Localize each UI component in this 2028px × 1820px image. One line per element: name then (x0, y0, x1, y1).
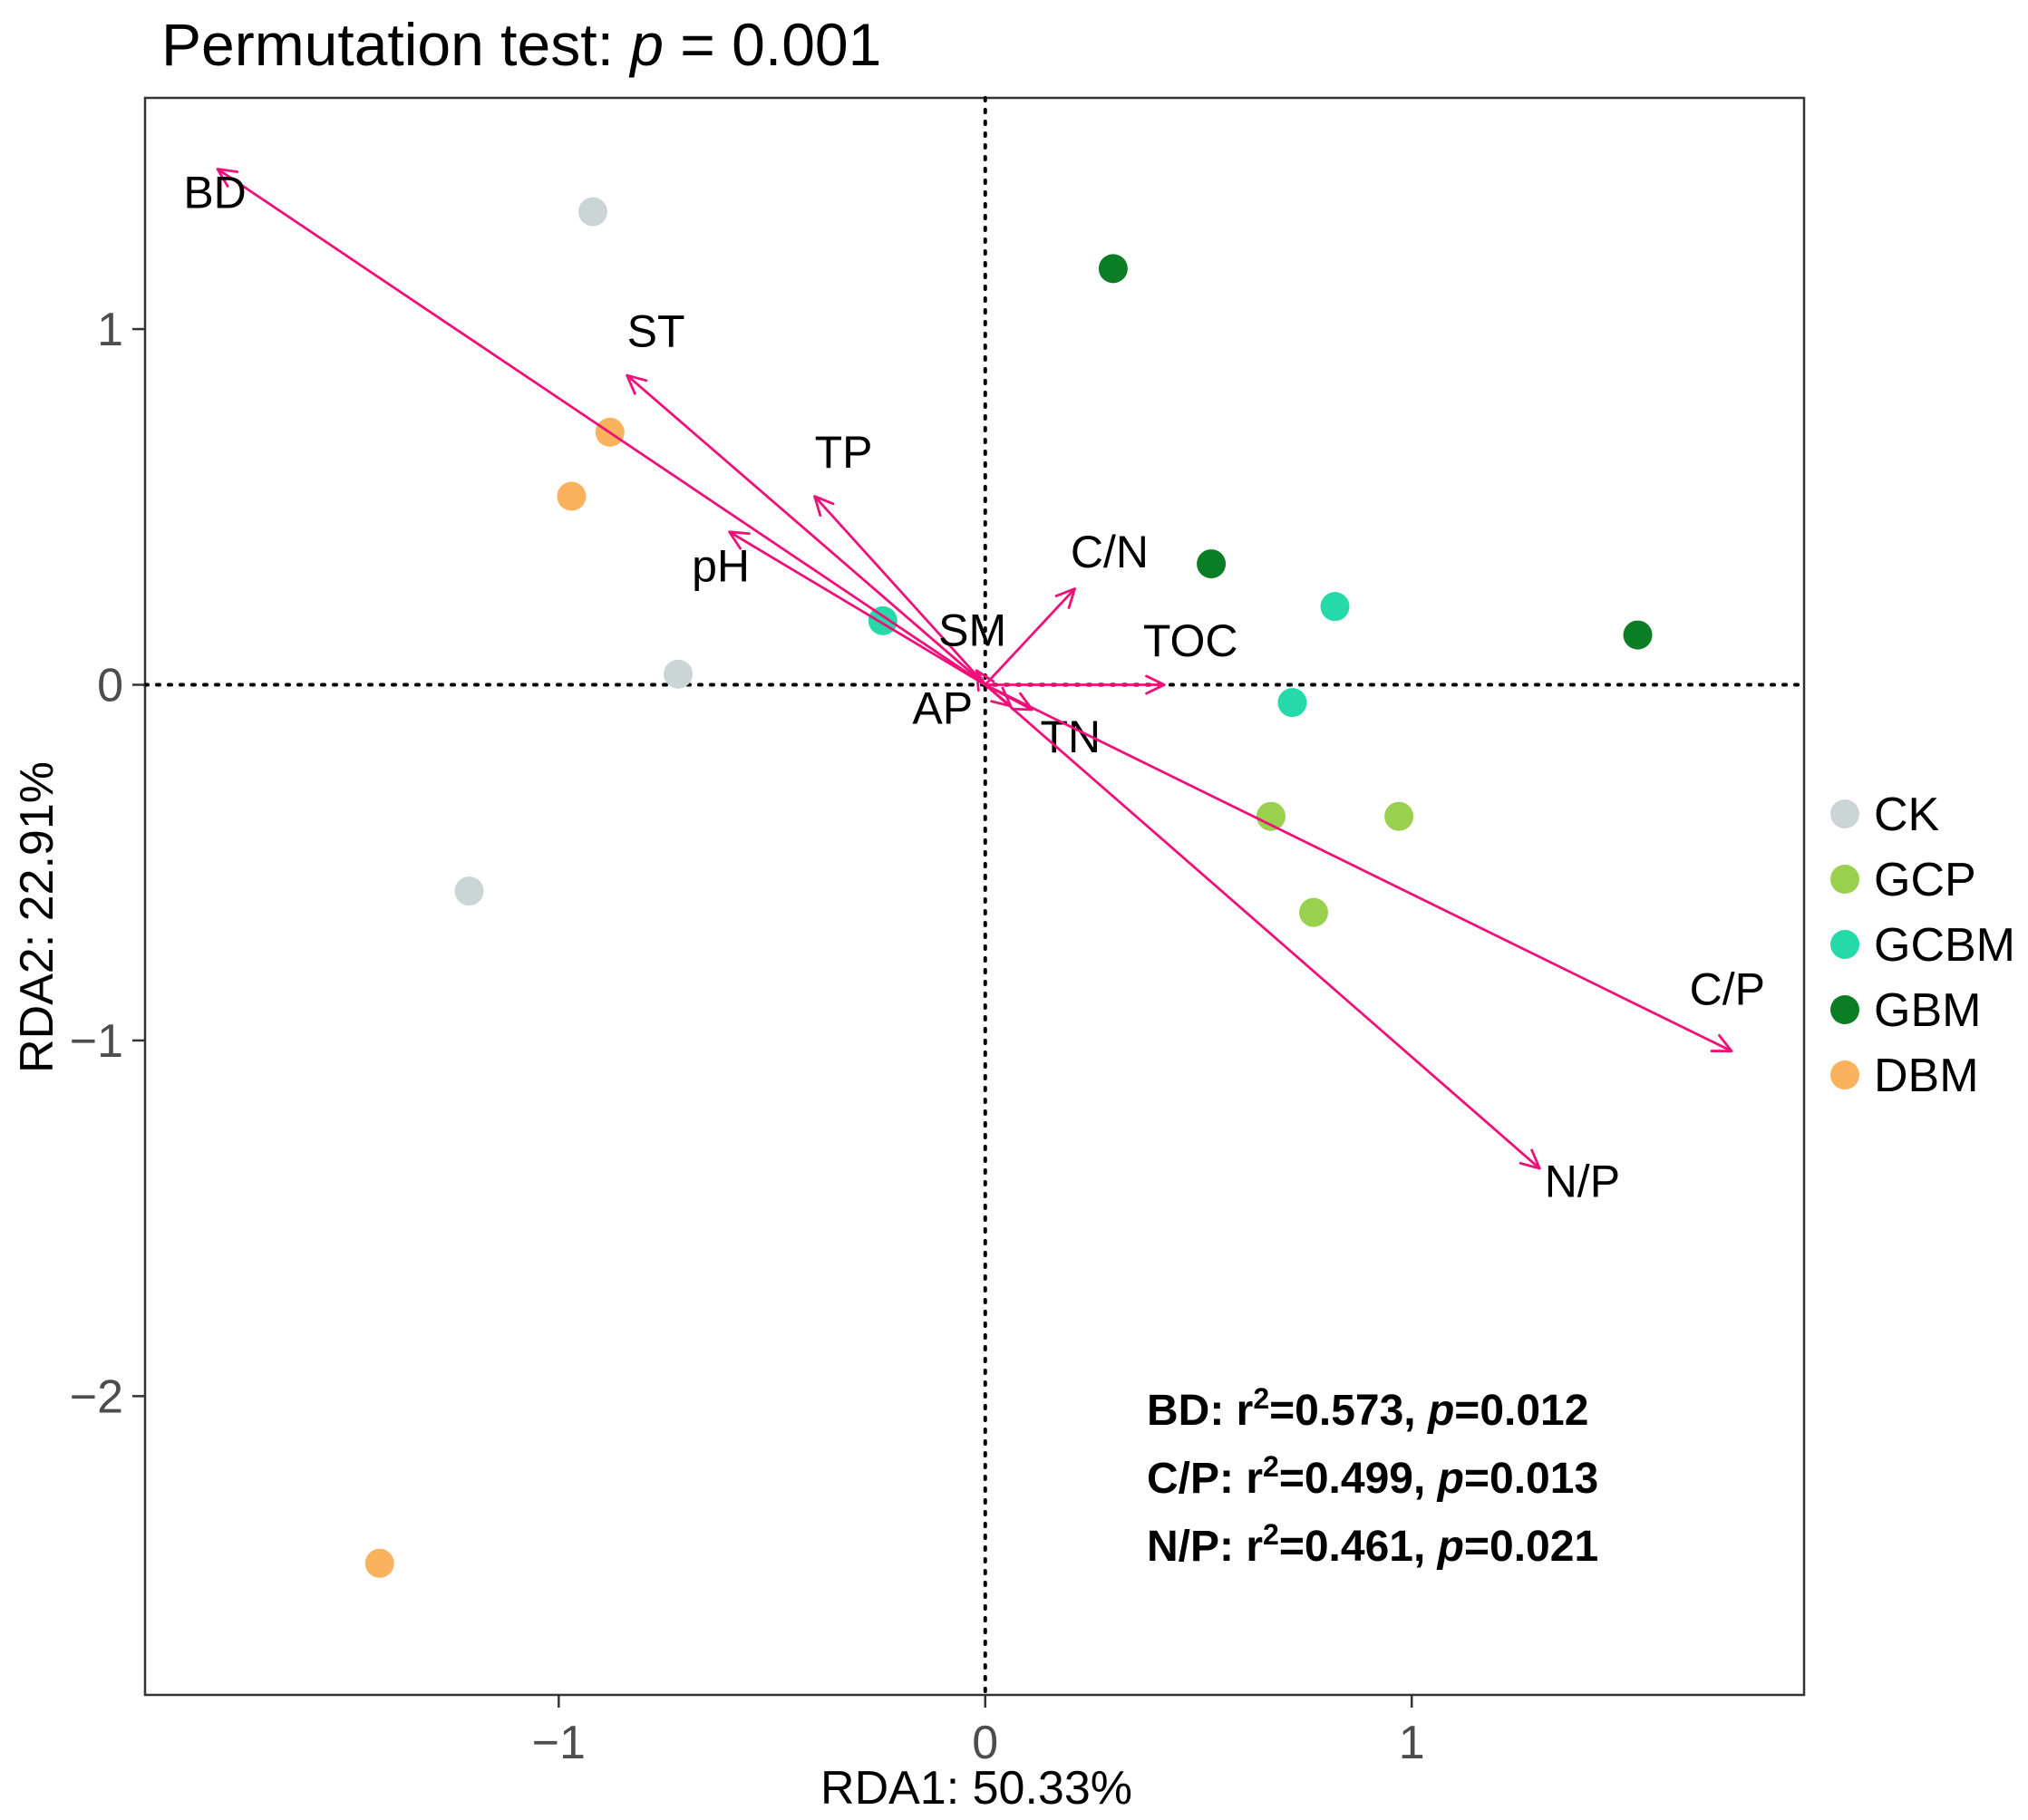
chart-title-prefix: Permutation test: (161, 11, 630, 78)
arrowhead-ph (728, 530, 751, 550)
arrow-st (626, 374, 986, 686)
x-tick-label: 1 (1399, 1717, 1425, 1769)
stat-part: =0.499, (1279, 1455, 1438, 1503)
point-gcp (1384, 801, 1414, 831)
point-gbm (1098, 254, 1128, 284)
chart-title: Permutation test: p = 0.001 (161, 11, 881, 78)
stat-part: BD (1147, 1387, 1209, 1435)
arrowhead-tn (1011, 692, 1033, 712)
stat-line: N/P: r2=0.461, p=0.021 (1147, 1518, 1598, 1571)
arrow-ph (728, 530, 986, 686)
arrow-c-p (985, 683, 1732, 1052)
point-gbm (1197, 549, 1227, 579)
point-gcbm (1277, 688, 1307, 718)
x-axis-title: RDA1: 50.33% (820, 1762, 1132, 1815)
arrow-label-sm: SM (938, 605, 1006, 655)
arrowhead-c-n (1054, 587, 1076, 609)
arrowhead-sm (975, 669, 995, 692)
stat-part: 2 (1253, 1382, 1269, 1415)
arrow-tp (813, 495, 986, 686)
point-ck (577, 197, 607, 227)
x-tick-label: −1 (532, 1717, 586, 1769)
arrow-label-bd: BD (183, 168, 246, 218)
chart-title-p: p (628, 11, 664, 78)
arrowhead-toc (1145, 674, 1166, 695)
stat-part: C/P (1147, 1455, 1219, 1503)
stat-line: BD: r2=0.573, p=0.012 (1147, 1382, 1588, 1435)
chart-title-suffix: = 0.001 (664, 11, 881, 78)
stat-part: : (1219, 1523, 1246, 1571)
arrow-label-st: ST (627, 306, 685, 357)
arrowhead-st (626, 373, 648, 395)
y-tick-label: −2 (70, 1370, 123, 1423)
legend-label-gcbm: GCBM (1874, 919, 2015, 972)
stat-part: 2 (1263, 1450, 1279, 1483)
legend: CK GCP GCBM GBM DBM (1830, 789, 2015, 1102)
y-axis-title: RDA2: 22.91% (11, 761, 63, 1073)
point-dbm (364, 1548, 394, 1578)
stat-part: N/P (1147, 1523, 1219, 1571)
point-gcp (1298, 897, 1328, 927)
point-gbm (1623, 620, 1653, 650)
stat-part: r (1237, 1387, 1254, 1435)
legend-swatch-gcbm (1830, 930, 1859, 959)
arrow-label-tp: TP (815, 427, 873, 478)
arrow-n-p (984, 683, 1541, 1170)
legend-swatch-gbm (1830, 995, 1859, 1024)
arrow-label-n-p: N/P (1545, 1157, 1620, 1207)
plot-border (143, 96, 1806, 1697)
legend-swatch-dbm (1830, 1060, 1859, 1089)
arrow-label-c-n: C/N (1071, 527, 1149, 577)
arrow-label-c-p: C/P (1690, 964, 1765, 1015)
arrow-label-ph: pH (692, 541, 750, 592)
y-tick-label: −1 (70, 1015, 123, 1068)
stat-part: : (1209, 1387, 1236, 1435)
stat-part: =0.461, (1279, 1523, 1438, 1571)
legend-swatch-ck (1830, 799, 1859, 828)
stat-part: 2 (1263, 1518, 1279, 1551)
stat-part: p (1436, 1455, 1464, 1503)
point-ck (454, 876, 484, 906)
y-tick-label: 1 (97, 304, 123, 356)
point-gcbm (1320, 592, 1350, 622)
point-ck (664, 659, 694, 689)
arrow-c-n (984, 587, 1076, 686)
arrowhead-bd (216, 168, 239, 188)
arrowhead-tp (813, 495, 835, 518)
x-tick-label: 0 (972, 1717, 998, 1769)
y-tick-label: 0 (97, 660, 123, 712)
arrow-bd (217, 168, 986, 686)
legend-label-ck: CK (1874, 789, 1940, 841)
stat-part: r (1246, 1523, 1263, 1571)
stat-part: =0.012 (1454, 1387, 1588, 1435)
stat-part: =0.573, (1269, 1387, 1428, 1435)
arrowhead-n-p (1519, 1148, 1541, 1170)
stat-part: p (1436, 1523, 1464, 1571)
stat-line: C/P: r2=0.499, p=0.013 (1147, 1450, 1598, 1503)
arrowhead-c-p (1710, 1033, 1733, 1053)
point-dbm (557, 481, 587, 511)
stat-part: =0.021 (1464, 1523, 1598, 1571)
arrow-label-ap: AP (912, 683, 973, 734)
legend-label-gbm: GBM (1874, 984, 1981, 1037)
stat-part: : (1219, 1455, 1246, 1503)
legend-label-gcp: GCP (1874, 854, 1976, 906)
point-gcp (1256, 801, 1286, 831)
stat-part: p (1426, 1387, 1454, 1435)
legend-swatch-gcp (1830, 865, 1859, 894)
stat-part: r (1246, 1455, 1263, 1503)
stat-part: =0.013 (1464, 1455, 1598, 1503)
arrow-label-toc: TOC (1143, 615, 1238, 666)
legend-label-dbm: DBM (1874, 1050, 1979, 1102)
